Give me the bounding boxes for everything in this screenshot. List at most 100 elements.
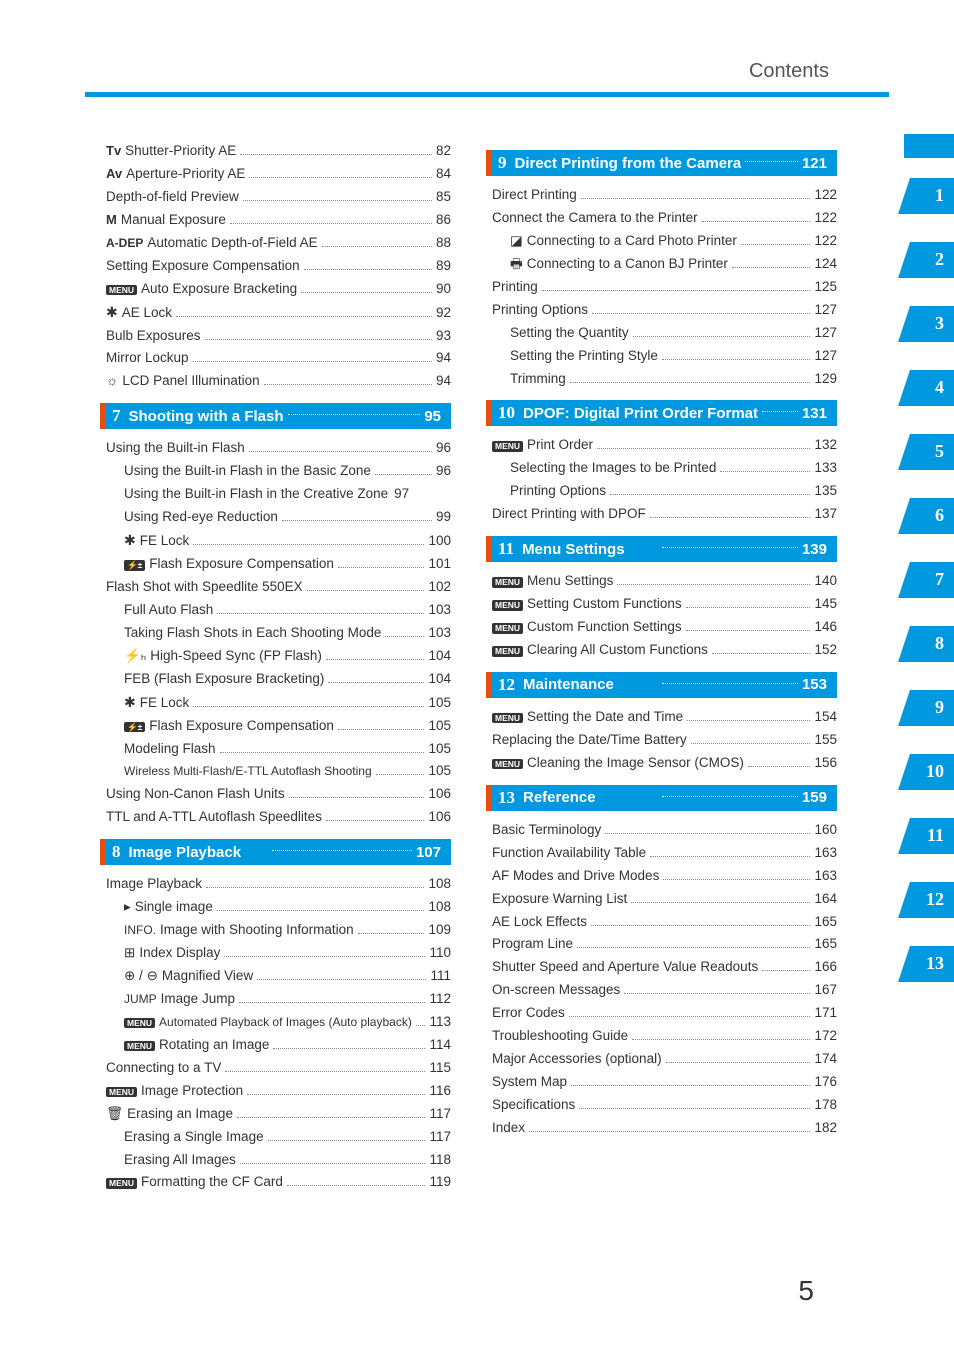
toc-entry[interactable]: MENU Formatting the CF Card119 [106, 1171, 451, 1194]
toc-entry[interactable]: A-DEP Automatic Depth-of-Field AE88 [106, 232, 451, 255]
toc-entry[interactable]: FEB (Flash Exposure Bracketing)104 [106, 668, 451, 691]
toc-entry[interactable]: Setting the Printing Style127 [492, 345, 837, 368]
toc-entry[interactable]: Printing125 [492, 276, 837, 299]
toc-entry[interactable]: Using the Built-in Flash in the Basic Zo… [106, 460, 451, 483]
toc-entry[interactable]: Wireless Multi-Flash/E-TTL Autoflash Sho… [106, 760, 451, 783]
toc-entry[interactable]: MENU Print Order132 [492, 434, 837, 457]
toc-entry[interactable]: ✱ AE Lock92 [106, 301, 451, 325]
toc-entry[interactable]: MENU Clearing All Custom Functions152 [492, 639, 837, 662]
toc-entry[interactable]: Basic Terminology160 [492, 819, 837, 842]
toc-entry[interactable]: MENU Automated Playback of Images (Auto … [106, 1011, 451, 1034]
toc-entry[interactable]: 🖶 Connecting to a Canon BJ Printer124 [492, 253, 837, 276]
toc-entry[interactable]: MENU Image Protection116 [106, 1080, 451, 1103]
toc-entry[interactable]: MENU Menu Settings140 [492, 570, 837, 593]
toc-entry[interactable]: Image Playback108 [106, 873, 451, 896]
chapter-tab-13[interactable]: 13 [892, 946, 954, 984]
toc-entry[interactable]: Flash Shot with Speedlite 550EX102 [106, 576, 451, 599]
toc-entry[interactable]: JUMP Image Jump112 [106, 988, 451, 1011]
toc-entry[interactable]: ▸ Single image108 [106, 896, 451, 919]
chapter-tab-4[interactable]: 4 [892, 370, 954, 408]
toc-entry[interactable]: Connecting to a TV115 [106, 1057, 451, 1080]
toc-entry[interactable]: Full Auto Flash103 [106, 599, 451, 622]
chapter-tab-blank[interactable] [892, 134, 954, 158]
toc-entry[interactable]: Direct Printing122 [492, 184, 837, 207]
toc-entry[interactable]: MENU Auto Exposure Bracketing90 [106, 278, 451, 301]
toc-entry[interactable]: Using the Built-in Flash in the Creative… [106, 483, 451, 506]
toc-entry[interactable]: MENU Setting Custom Functions145 [492, 593, 837, 616]
toc-entry[interactable]: Using Red-eye Reduction99 [106, 506, 451, 529]
toc-entry[interactable]: On-screen Messages167 [492, 979, 837, 1002]
toc-entry[interactable]: Setting Exposure Compensation89 [106, 255, 451, 278]
toc-entry[interactable]: MENU Setting the Date and Time154 [492, 706, 837, 729]
toc-entry[interactable]: ◪ Connecting to a Card Photo Printer122 [492, 230, 837, 253]
toc-entry[interactable]: Setting the Quantity127 [492, 322, 837, 345]
chapter-tab-12[interactable]: 12 [892, 882, 954, 920]
toc-entry[interactable]: Printing Options135 [492, 480, 837, 503]
section-header[interactable]: 10DPOF: Digital Print Order Format131 [492, 400, 837, 426]
toc-entry[interactable]: Replacing the Date/Time Battery155 [492, 729, 837, 752]
toc-entry[interactable]: AE Lock Effects165 [492, 911, 837, 934]
toc-entry[interactable]: Troubleshooting Guide172 [492, 1025, 837, 1048]
toc-entry[interactable]: ⚡± Flash Exposure Compensation105 [106, 715, 451, 738]
chapter-tab-2[interactable]: 2 [892, 242, 954, 280]
toc-entry[interactable]: ✱ FE Lock105 [106, 691, 451, 715]
toc-entry[interactable]: Error Codes171 [492, 1002, 837, 1025]
toc-entry[interactable]: ☼ LCD Panel Illumination94 [106, 370, 451, 393]
entry-label: Using the Built-in Flash [106, 437, 245, 460]
toc-entry[interactable]: Taking Flash Shots in Each Shooting Mode… [106, 622, 451, 645]
toc-entry[interactable]: Selecting the Images to be Printed133 [492, 457, 837, 480]
toc-entry[interactable]: ✱ FE Lock100 [106, 529, 451, 553]
chapter-tab-9[interactable]: 9 [892, 690, 954, 728]
toc-entry[interactable]: Connect the Camera to the Printer122 [492, 207, 837, 230]
toc-entry[interactable]: Modeling Flash105 [106, 738, 451, 761]
toc-entry[interactable]: Using the Built-in Flash96 [106, 437, 451, 460]
toc-entry[interactable]: Function Availability Table163 [492, 842, 837, 865]
section-header[interactable]: 12Maintenance153 [492, 672, 837, 698]
toc-entry[interactable]: MENU Rotating an Image114 [106, 1034, 451, 1057]
toc-entry[interactable]: Direct Printing with DPOF137 [492, 503, 837, 526]
chapter-tab-5[interactable]: 5 [892, 434, 954, 472]
toc-entry[interactable]: INFO. Image with Shooting Information109 [106, 919, 451, 942]
chapter-tab-7[interactable]: 7 [892, 562, 954, 600]
toc-entry[interactable]: ⚡± Flash Exposure Compensation101 [106, 553, 451, 576]
toc-entry[interactable]: Shutter Speed and Aperture Value Readout… [492, 956, 837, 979]
chapter-tab-11[interactable]: 11 [892, 818, 954, 856]
chapter-tab-6[interactable]: 6 [892, 498, 954, 536]
section-header[interactable]: 7Shooting with a Flash95 [106, 403, 451, 429]
toc-entry[interactable]: System Map176 [492, 1071, 837, 1094]
toc-entry[interactable]: Erasing a Single Image117 [106, 1126, 451, 1149]
entry-page: 88 [436, 232, 451, 255]
toc-entry[interactable]: TTL and A-TTL Autoflash Speedlites106 [106, 806, 451, 829]
entry-page: 133 [814, 457, 837, 480]
section-header[interactable]: 13Reference159 [492, 785, 837, 811]
toc-entry[interactable]: ⚡ₕ High-Speed Sync (FP Flash)104 [106, 645, 451, 668]
chapter-tab-8[interactable]: 8 [892, 626, 954, 664]
toc-entry[interactable]: Index182 [492, 1117, 837, 1140]
toc-entry[interactable]: ⊕ / ⊖ Magnified View111 [106, 965, 451, 988]
toc-entry[interactable]: MENU Cleaning the Image Sensor (CMOS)156 [492, 752, 837, 775]
section-header[interactable]: 8Image Playback107 [106, 839, 451, 865]
toc-entry[interactable]: MENU Custom Function Settings146 [492, 616, 837, 639]
toc-entry[interactable]: Erasing All Images118 [106, 1149, 451, 1172]
toc-entry[interactable]: M Manual Exposure86 [106, 209, 451, 232]
toc-entry[interactable]: Using Non-Canon Flash Units106 [106, 783, 451, 806]
toc-entry[interactable]: Depth-of-field Preview85 [106, 186, 451, 209]
toc-entry[interactable]: Bulb Exposures93 [106, 325, 451, 348]
section-header[interactable]: 11Menu Settings139 [492, 536, 837, 562]
toc-entry[interactable]: 🗑 Erasing an Image117 [106, 1103, 451, 1126]
chapter-tab-10[interactable]: 10 [892, 754, 954, 792]
toc-entry[interactable]: Trimming129 [492, 368, 837, 391]
toc-entry[interactable]: Program Line165 [492, 933, 837, 956]
toc-entry[interactable]: Exposure Warning List164 [492, 888, 837, 911]
toc-entry[interactable]: Specifications178 [492, 1094, 837, 1117]
toc-entry[interactable]: ⊞ Index Display110 [106, 942, 451, 965]
chapter-tab-3[interactable]: 3 [892, 306, 954, 344]
toc-entry[interactable]: Mirror Lockup94 [106, 347, 451, 370]
toc-entry[interactable]: Major Accessories (optional)174 [492, 1048, 837, 1071]
toc-entry[interactable]: AF Modes and Drive Modes163 [492, 865, 837, 888]
toc-entry[interactable]: Av Aperture-Priority AE84 [106, 163, 451, 186]
chapter-tab-1[interactable]: 1 [892, 178, 954, 216]
section-header[interactable]: 9Direct Printing from the Camera121 [492, 150, 837, 176]
toc-entry[interactable]: Printing Options127 [492, 299, 837, 322]
toc-entry[interactable]: Tv Shutter-Priority AE82 [106, 140, 451, 163]
